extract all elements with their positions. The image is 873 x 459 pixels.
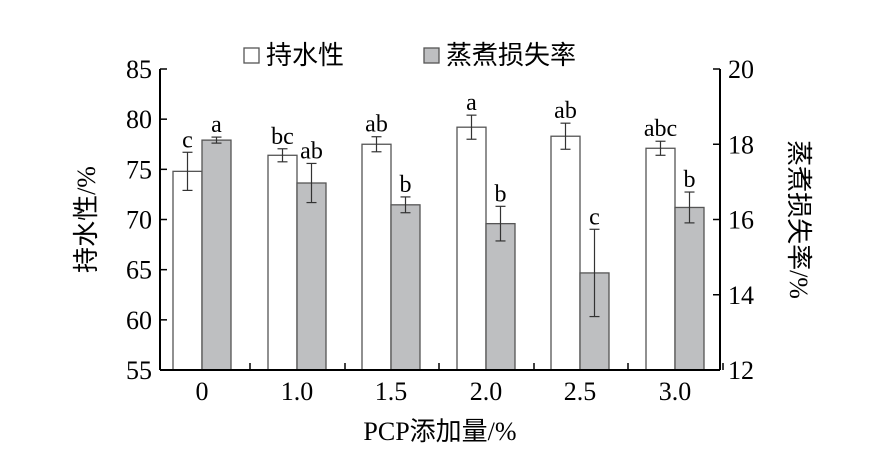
y-tick-label: 75 <box>126 155 152 184</box>
y-tick-label: 80 <box>126 105 152 134</box>
legend-label-cooking-loss: 蒸煮损失率 <box>446 41 576 70</box>
y2-tick-label: 18 <box>728 130 754 159</box>
x-axis-label: PCP添加量/% <box>363 417 516 446</box>
significance-label: bc <box>271 124 294 150</box>
y-tick-label: 55 <box>126 356 152 385</box>
significance-label: ab <box>554 98 577 124</box>
bar-cooking-loss <box>485 222 516 371</box>
legend-swatch-water-holding <box>243 47 260 64</box>
bar-cooking-loss <box>201 139 232 371</box>
significance-label: ab <box>300 138 323 164</box>
bar-water-holding <box>172 170 203 371</box>
significance-label: ab <box>365 112 388 138</box>
x-tick-label: 3.0 <box>659 377 692 406</box>
x-tick-label: 2.0 <box>470 377 503 406</box>
x-tick-label: 1.0 <box>281 377 314 406</box>
y-tick-label: 65 <box>126 256 152 285</box>
significance-label: b <box>684 167 696 193</box>
significance-label: c <box>589 204 600 230</box>
bar-cooking-loss <box>296 182 327 371</box>
y-tick-label: 60 <box>126 306 152 335</box>
significance-label: c <box>182 127 193 153</box>
y2-tick-label: 14 <box>728 281 754 310</box>
legend-swatch-cooking-loss <box>423 47 440 64</box>
significance-label: b <box>400 172 412 198</box>
x-tick-label: 1.5 <box>375 377 408 406</box>
bar-water-holding <box>550 135 581 371</box>
significance-label: abc <box>644 116 677 142</box>
y-tick-label: 85 <box>126 55 152 84</box>
bar-cooking-loss <box>390 204 421 371</box>
y-tick-label: 70 <box>126 206 152 235</box>
x-tick-label: 0 <box>196 377 209 406</box>
y2-tick-label: 16 <box>728 206 754 235</box>
significance-label: b <box>495 181 507 207</box>
x-tick-label: 2.5 <box>564 377 597 406</box>
bar-water-holding <box>645 147 676 371</box>
significance-label: a <box>466 90 477 116</box>
y2-tick-label: 20 <box>728 55 754 84</box>
bar-water-holding <box>267 154 298 371</box>
y2-tick-label: 12 <box>728 356 754 385</box>
y2-axis-label: 蒸煮损失率/% <box>784 140 813 299</box>
legend-label-water-holding: 持水性 <box>266 41 344 70</box>
bar-cooking-loss <box>674 206 705 371</box>
bar-water-holding <box>456 126 487 371</box>
y-axis-label: 持水性/% <box>72 166 101 273</box>
significance-label: a <box>211 112 222 138</box>
bar-water-holding <box>361 143 392 371</box>
